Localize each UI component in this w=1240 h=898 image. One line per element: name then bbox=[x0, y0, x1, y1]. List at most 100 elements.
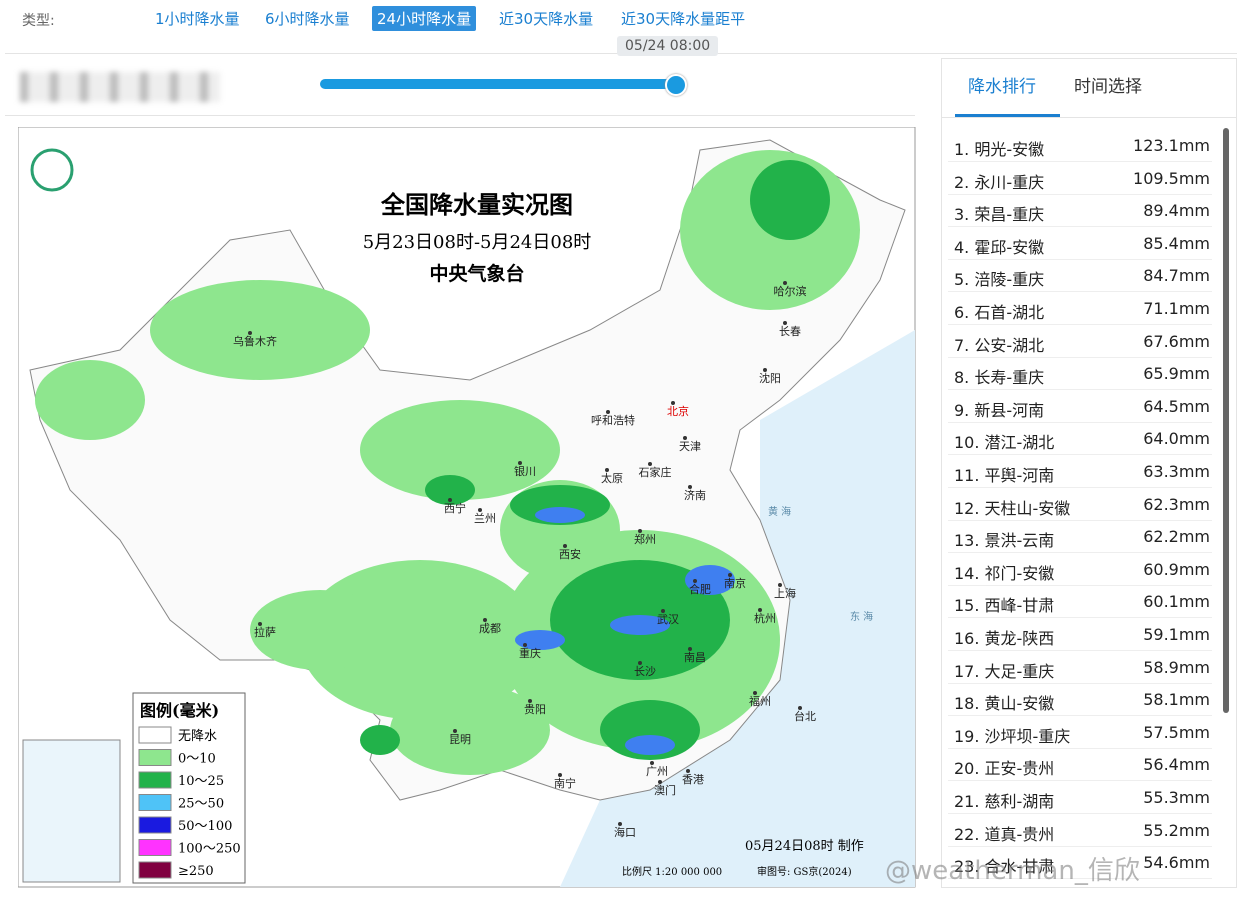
station: 6. 石首-湖北 bbox=[954, 303, 1045, 322]
city-dot bbox=[658, 780, 662, 784]
legend-label: 无降水 bbox=[178, 729, 217, 744]
filter-tab[interactable]: 近30天降水量 bbox=[499, 10, 594, 28]
city-label: 银川 bbox=[514, 464, 536, 478]
city-dot bbox=[448, 498, 452, 502]
amount: 56.4mm bbox=[1143, 755, 1210, 775]
city-label: 台北 bbox=[794, 709, 816, 723]
filter-tab[interactable]: 6小时降水量 bbox=[265, 10, 350, 28]
rain-25-100 bbox=[515, 507, 735, 755]
legend-label: 50～100 bbox=[178, 819, 232, 834]
city-label: 成都 bbox=[479, 622, 501, 635]
city-label: 广州 bbox=[646, 765, 668, 778]
city-label: 西宁 bbox=[444, 501, 466, 515]
legend-label: 0～10 bbox=[178, 752, 216, 767]
amount: 62.2mm bbox=[1143, 527, 1210, 547]
amount: 71.1mm bbox=[1143, 299, 1210, 318]
ranking-row: 19. 沙坪坝-重庆 57.5mm bbox=[948, 716, 1212, 749]
filter-tab[interactable]: 1小时降水量 bbox=[155, 10, 240, 28]
amount: 55.2mm bbox=[1143, 820, 1210, 840]
city-dot bbox=[753, 691, 757, 695]
city-dot bbox=[258, 622, 262, 626]
amount: 109.5mm bbox=[1133, 168, 1210, 188]
amount: 85.4mm bbox=[1143, 233, 1210, 253]
city-label: 呼和浩特 bbox=[591, 413, 635, 427]
city-dot bbox=[686, 769, 690, 773]
ranking-row: 21. 慈利-湖南 55.3mm bbox=[948, 781, 1212, 814]
city-dot bbox=[783, 321, 787, 325]
city-label: 长沙 bbox=[634, 665, 656, 678]
divider bbox=[942, 117, 1236, 118]
city-dot bbox=[248, 331, 252, 335]
station: 16. 黄龙-陕西 bbox=[954, 629, 1055, 648]
amount: 60.9mm bbox=[1143, 559, 1210, 579]
city-dot bbox=[688, 647, 692, 651]
city-label: 重庆 bbox=[519, 646, 541, 660]
amount: 65.9mm bbox=[1143, 364, 1210, 384]
legend-swatch bbox=[138, 816, 172, 834]
city-dot bbox=[778, 583, 782, 587]
station: 3. 荣昌-重庆 bbox=[954, 205, 1045, 225]
city-dot bbox=[483, 618, 487, 622]
station: 4. 霍邱-安徽 bbox=[954, 237, 1045, 257]
review-number: 审图号: GS京(2024) bbox=[757, 865, 852, 878]
city-label: 哈尔滨 bbox=[774, 284, 807, 298]
slider-track[interactable] bbox=[320, 79, 676, 89]
legend-label: 25～50 bbox=[178, 797, 224, 812]
city-dot bbox=[478, 508, 482, 512]
map-title: 全国降水量实况图 bbox=[380, 190, 573, 219]
ranking-row: 11. 平舆-河南 63.3mm bbox=[948, 455, 1212, 488]
scrollbar[interactable] bbox=[1223, 128, 1229, 713]
amount: 84.7mm bbox=[1143, 266, 1210, 286]
ranking-row: 15. 西峰-甘肃 60.1mm bbox=[948, 585, 1212, 619]
ranking-row: 5. 涪陵-重庆 84.7mm bbox=[948, 259, 1212, 293]
legend-label: 10～25 bbox=[178, 774, 224, 789]
city-label: 石家庄 bbox=[639, 465, 672, 479]
city-label: 兰州 bbox=[474, 512, 496, 525]
city-dot bbox=[783, 281, 787, 285]
amount: 89.4mm bbox=[1143, 201, 1210, 221]
ranking-row: 22. 道真-贵州 55.2mm bbox=[948, 814, 1212, 847]
ranking-row: 9. 新县-河南 64.5mm bbox=[948, 390, 1212, 423]
sea bbox=[560, 330, 915, 887]
divider bbox=[5, 115, 915, 116]
ranking-row: 7. 公安-湖北 67.6mm bbox=[948, 325, 1212, 358]
station: 23. 合水-甘肃 bbox=[954, 857, 1055, 877]
city-dot bbox=[798, 706, 802, 710]
slider-handle[interactable] bbox=[665, 74, 687, 96]
city-dot bbox=[453, 729, 457, 733]
station: 17. 大足-重庆 bbox=[954, 661, 1055, 681]
legend-label: 100～250 bbox=[178, 842, 241, 857]
sea-label: 黄 海 bbox=[768, 505, 791, 518]
city-label: 南宁 bbox=[554, 776, 576, 790]
station: 1. 明光-安徽 bbox=[954, 140, 1045, 159]
ranking-row: 23. 合水-甘肃 54.6mm bbox=[948, 846, 1212, 880]
logo bbox=[30, 148, 74, 192]
station: 22. 道真-贵州 bbox=[954, 824, 1055, 844]
ranking-row: 2. 永川-重庆 109.5mm bbox=[948, 162, 1212, 195]
map-period: 5月23日08时-5月24日08时 bbox=[363, 232, 592, 253]
city-label: 西安 bbox=[559, 547, 581, 561]
filter-tab[interactable]: 24小时降水量 bbox=[372, 6, 477, 31]
city-dot bbox=[683, 436, 687, 440]
legend-swatch bbox=[138, 726, 172, 744]
slider-tooltip: 05/24 08:00 bbox=[617, 36, 719, 56]
city-label: 福州 bbox=[749, 694, 771, 708]
ranking-row: 6. 石首-湖北 71.1mm bbox=[948, 292, 1212, 325]
watermark: @weatherman_信欣 bbox=[885, 856, 1140, 886]
station: 5. 涪陵-重庆 bbox=[954, 270, 1045, 290]
station: 20. 正安-贵州 bbox=[954, 759, 1055, 779]
station: 18. 黄山-安徽 bbox=[954, 694, 1055, 714]
tab-indicator bbox=[955, 114, 1060, 117]
city-dot bbox=[763, 368, 767, 372]
panel-tab[interactable]: 降水排行 bbox=[968, 77, 1036, 97]
legend-swatch bbox=[138, 749, 172, 766]
legend-label: ≥250 bbox=[178, 864, 214, 879]
amount: 64.5mm bbox=[1143, 396, 1210, 416]
map-issuer: 中央气象台 bbox=[429, 262, 524, 285]
city-label: 澳门 bbox=[654, 783, 676, 797]
city-label: 香港 bbox=[682, 773, 704, 786]
filter-tab[interactable]: 近30天降水量距平 bbox=[621, 10, 746, 28]
ranking-row: 4. 霍邱-安徽 85.4mm bbox=[948, 227, 1212, 260]
city-dot bbox=[563, 544, 567, 548]
panel-tab[interactable]: 时间选择 bbox=[1074, 77, 1142, 97]
